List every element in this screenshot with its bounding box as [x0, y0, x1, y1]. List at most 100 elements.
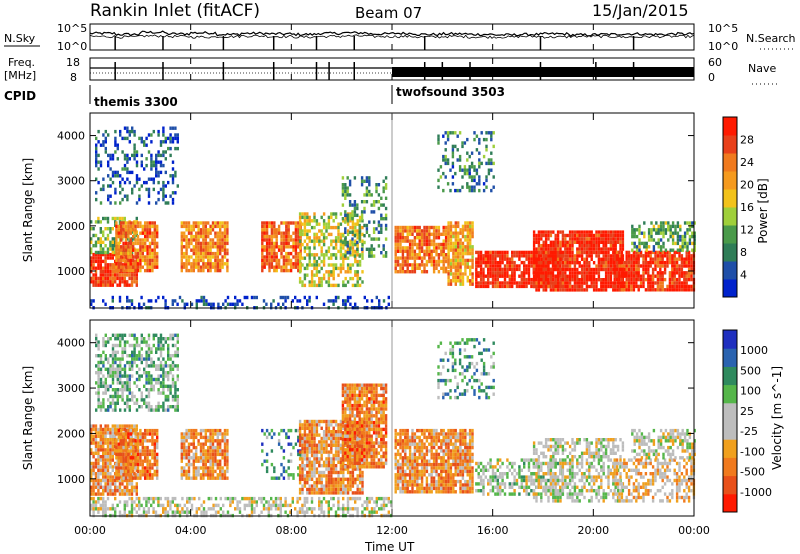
heat-cell — [659, 277, 662, 282]
heat-cell — [544, 230, 548, 234]
heat-cell — [680, 267, 684, 272]
heat-cell — [219, 245, 222, 249]
heat-cell — [138, 177, 141, 181]
heat-cell — [156, 432, 159, 436]
heat-cell — [669, 234, 672, 239]
heat-cell — [489, 267, 492, 272]
heat-cell — [285, 258, 288, 263]
heat-cell — [114, 478, 117, 483]
heat-cell — [95, 163, 98, 168]
heat-cell — [537, 244, 541, 248]
heat-cell — [120, 428, 123, 433]
heat-cell — [342, 302, 345, 306]
heat-cell — [537, 257, 541, 261]
heat-cell — [630, 271, 633, 275]
heat-cell — [602, 257, 605, 261]
heat-cell — [471, 228, 474, 232]
heat-cell — [568, 244, 572, 248]
heat-cell — [651, 281, 655, 285]
heat-cell — [399, 270, 402, 274]
heat-cell — [368, 179, 371, 183]
heat-cell — [457, 224, 460, 229]
heat-cell — [197, 469, 200, 474]
heat-cell — [602, 250, 605, 255]
heat-cell — [115, 452, 118, 457]
heat-cell — [192, 428, 195, 433]
heat-cell — [437, 225, 441, 230]
heat-cell — [95, 157, 98, 161]
heat-cell — [566, 250, 569, 255]
heat-cell — [532, 247, 536, 251]
heat-cell — [282, 258, 286, 263]
power-colorbar-segment-6 — [723, 171, 737, 190]
heat-cell — [604, 244, 608, 248]
heat-cell — [138, 197, 141, 202]
heat-cell — [151, 221, 154, 225]
heat-cell — [95, 146, 98, 151]
heat-cell — [620, 264, 624, 268]
heat-cell — [595, 230, 598, 234]
heat-cell — [654, 257, 657, 261]
heat-cell — [482, 182, 486, 186]
heat-cell — [399, 246, 402, 250]
heat-cell — [663, 254, 667, 258]
heat-cell — [199, 241, 203, 246]
heat-cell — [134, 221, 137, 225]
heat-cell — [506, 260, 509, 265]
heat-cell — [334, 236, 338, 240]
heat-cell — [145, 163, 148, 168]
heat-cell — [659, 245, 663, 249]
heat-cell — [408, 249, 412, 253]
heat-cell — [150, 163, 153, 168]
heat-cell — [325, 253, 328, 257]
heat-cell — [221, 221, 224, 225]
heat-cell — [635, 260, 638, 265]
heat-cell — [286, 295, 290, 300]
heat-cell — [223, 432, 227, 436]
heat-cell — [144, 445, 147, 450]
heat-cell — [564, 240, 567, 244]
heat-cell — [285, 432, 288, 436]
heat-cell — [127, 241, 130, 246]
heat-cell — [630, 257, 633, 261]
heat-cell — [121, 472, 124, 476]
heat-cell — [459, 251, 462, 256]
heat-cell — [668, 257, 672, 261]
heat-cell — [133, 133, 136, 137]
heat-cell — [297, 268, 300, 273]
heat-cell — [136, 476, 140, 480]
heat-cell — [141, 439, 144, 443]
heat-cell — [151, 466, 154, 470]
heat-cell — [115, 238, 118, 242]
heat-cell — [303, 212, 307, 216]
heat-cell — [277, 439, 281, 443]
heat-cell — [277, 432, 281, 436]
heat-cell — [141, 466, 144, 470]
heat-cell — [147, 133, 151, 137]
heat-cell — [547, 244, 550, 248]
heat-cell — [513, 277, 516, 282]
heat-cell — [604, 284, 608, 289]
heat-cell — [435, 249, 438, 253]
heat-cell — [613, 260, 616, 265]
heat-cell — [122, 442, 125, 446]
heat-cell — [94, 273, 98, 277]
heat-cell — [600, 288, 603, 292]
heat-cell — [616, 284, 620, 289]
heat-cell — [122, 439, 125, 443]
heat-cell — [141, 452, 144, 457]
heat-cell — [308, 236, 311, 240]
heat-cell — [681, 248, 684, 252]
heat-cell — [146, 428, 149, 433]
heat-cell — [674, 224, 677, 229]
heat-cell — [195, 473, 198, 477]
heat-cell — [102, 177, 105, 181]
heat-cell — [298, 225, 302, 230]
heat-cell — [157, 197, 160, 202]
heat-cell — [115, 265, 118, 269]
heat-cell — [382, 203, 385, 207]
heat-cell — [268, 432, 271, 436]
heat-cell — [92, 461, 95, 466]
heat-cell — [95, 136, 98, 141]
